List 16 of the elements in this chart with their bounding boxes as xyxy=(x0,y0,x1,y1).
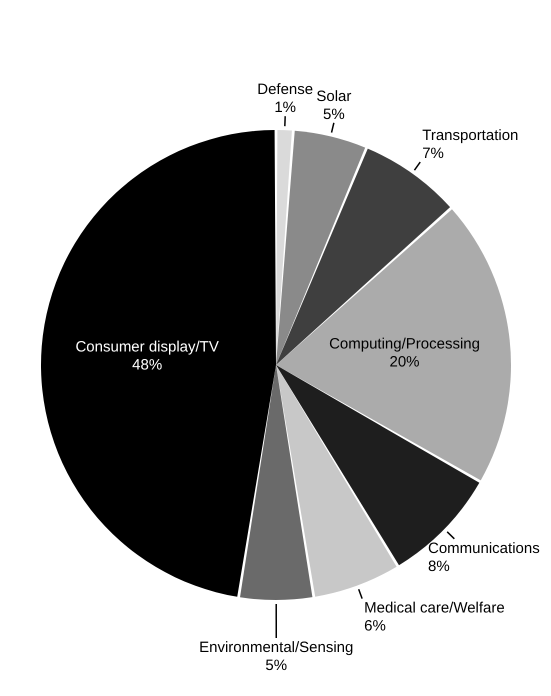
slice-label: Communications xyxy=(428,540,540,557)
data-label: 6% xyxy=(364,618,386,635)
data-label: 1% xyxy=(274,99,296,116)
slice-label: Medical care/Welfare xyxy=(364,600,505,617)
data-label: 48% xyxy=(132,356,162,374)
data-label: 7% xyxy=(422,145,444,162)
slice-label: Computing/Processing xyxy=(329,335,480,352)
data-label: 20% xyxy=(390,353,420,370)
slice-label: Transportation xyxy=(422,127,518,144)
slice-label: Environmental/Sensing xyxy=(199,639,354,656)
slice-label: Solar xyxy=(316,88,352,105)
slice-label: Consumer display/TV xyxy=(75,338,219,356)
data-label: 5% xyxy=(265,657,288,674)
data-label: 5% xyxy=(323,106,345,123)
data-label: 8% xyxy=(428,558,450,575)
slice-label: Defense xyxy=(257,81,314,98)
